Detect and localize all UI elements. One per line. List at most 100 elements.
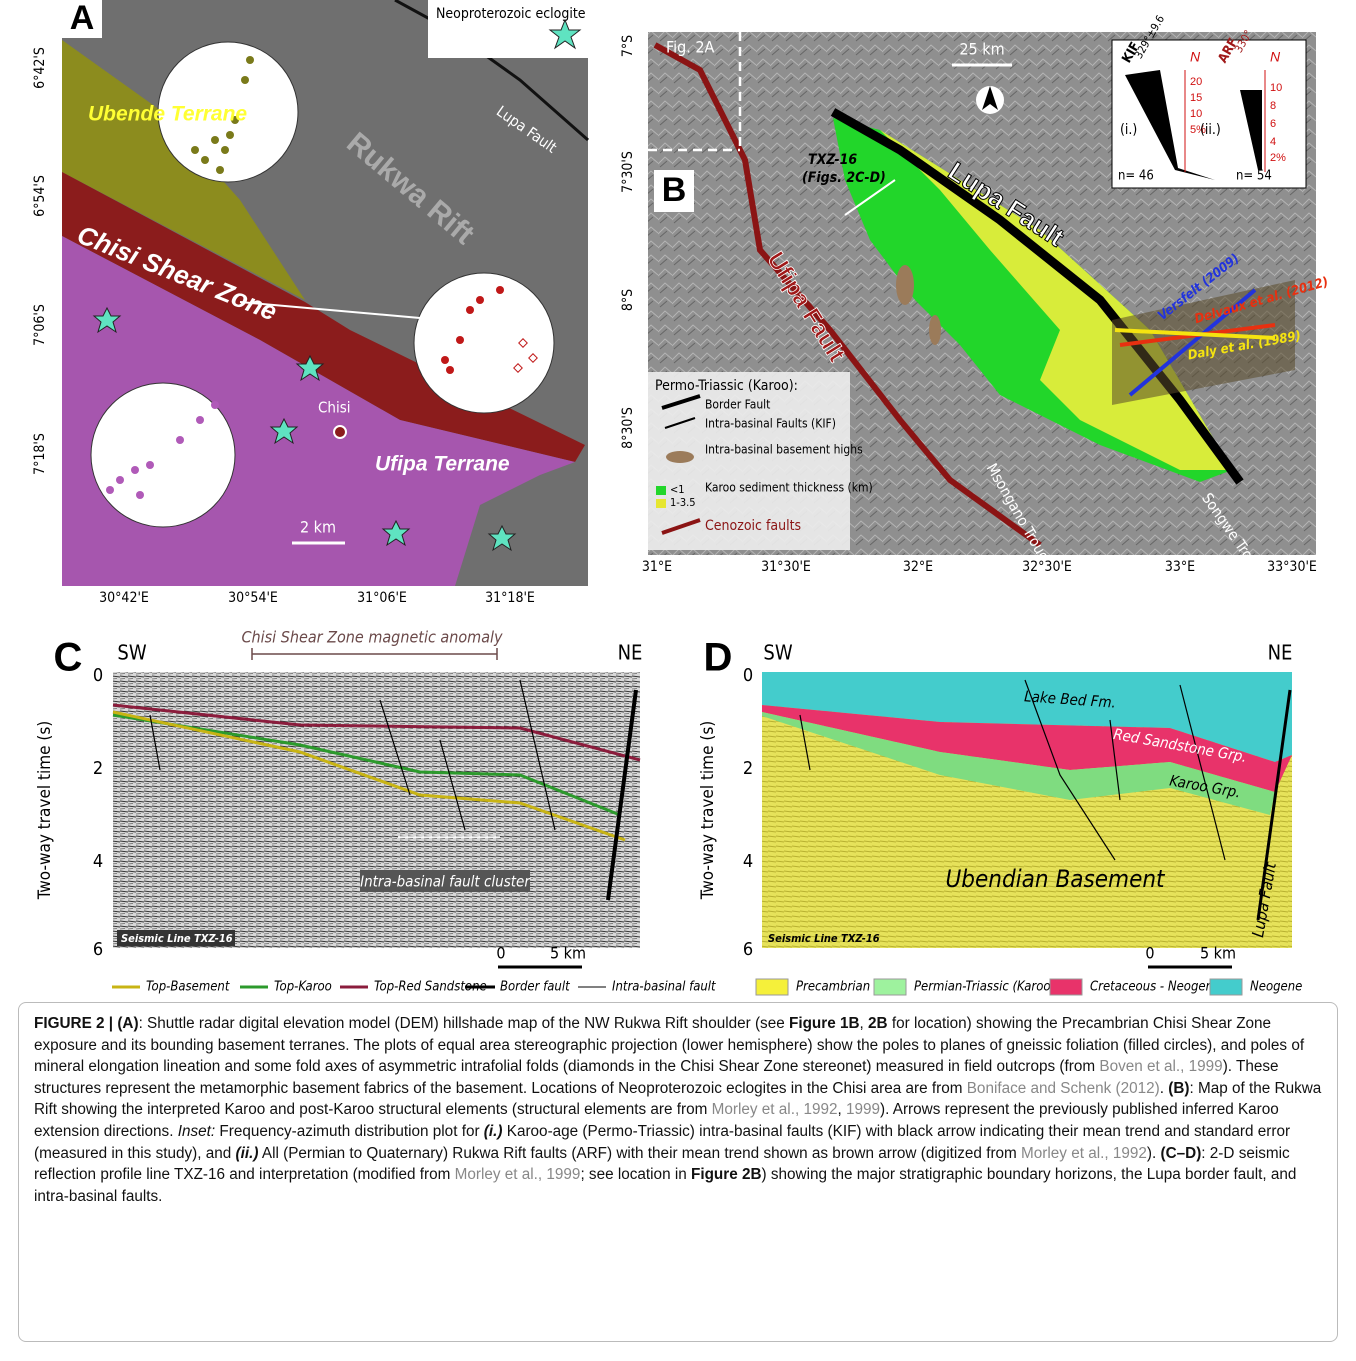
caption-ref: Figure 2B [691,1166,762,1183]
y-tick-label: 0 [93,665,103,686]
rose-scale: 2% [1270,152,1286,164]
legend-item: Karoo sediment thickness (km) [705,481,873,495]
citation-link[interactable]: 1999 [846,1101,880,1118]
town-label: Chisi [318,399,351,417]
caption-bold: (ii.) [236,1145,259,1162]
rose-scale: 10 [1270,82,1282,94]
y-tick-label: 4 [743,851,753,872]
legend-item: Top-Basement [146,980,230,995]
legend-item: Top-Karoo [274,980,332,995]
lon-label: 30°54'E [228,590,278,606]
caption-bold: (B) [1168,1080,1189,1097]
citation-link[interactable]: Boven et al., 1999 [1099,1058,1222,1075]
panel-a: A Neoproterozoic eclogite Ubende Terrane… [32,0,588,606]
legend-item: Precambrian [796,980,870,995]
legend-item: Cenozoic faults [705,518,801,534]
y-tick-label: 2 [743,758,753,779]
caption-text: , [860,1015,869,1032]
profile-label: TXZ-16 [808,152,857,168]
lon-label: 33°E [1165,559,1195,575]
caption-text: Frequency-azimuth distribution plot for [215,1123,484,1140]
cluster-label: Intra-basinal fault cluster [360,873,531,891]
terrane-label: Ufipa Terrane [375,453,510,476]
legend-text: Neoproterozoic eclogite [436,6,586,22]
direction-label: NE [618,641,643,665]
legend-item: 1-3.5 [670,496,696,509]
legend-symbol [1050,979,1082,995]
lon-label: 33°30'E [1267,559,1317,575]
panel-label: B [662,171,687,209]
legend-item: Permian-Triassic (Karoo) [914,980,1055,995]
town-marker [334,426,346,438]
line-label: Seismic Line TXZ-16 [121,932,233,945]
caption-text: , [837,1101,846,1118]
caption-text: . [1160,1080,1169,1097]
lon-label: 32°E [903,559,933,575]
rose-n: n= 54 [1236,169,1272,184]
basement-high [929,315,941,345]
rose-scale: 10 [1190,108,1202,120]
legend-item: Neogene [1250,980,1302,995]
citation-link[interactable]: Morley et al., 1992 [712,1101,838,1118]
lon-label: 31°06'E [357,590,407,606]
y-tick-label: 0 [743,665,753,686]
legend-item: Intra-basinal basement highs [705,443,863,457]
rose-scale: 8 [1270,100,1276,112]
stereonet [414,273,554,413]
y-tick-label: 4 [93,851,103,872]
direction-label: SW [117,641,146,665]
scale-label: 5 km [1200,944,1236,963]
caption-ref: 2B [868,1015,888,1032]
caption-bold: (i.) [484,1123,503,1140]
legend-item: Intra-basinal Faults (KIF) [705,417,836,431]
legend-c: Top-Basement Top-Karoo Top-Red Sandstone… [112,980,716,995]
caption: FIGURE 2 | (A): Shuttle radar digital el… [18,1002,1338,1342]
caption-ref: Figure 1B [789,1015,860,1032]
scale-label: 0 [1145,944,1154,963]
lat-label: 6°54'S [32,175,48,217]
legend-item: Border Fault [705,398,770,412]
caption-bold: (C–D) [1161,1145,1202,1162]
panel-c: C SW NE Chisi Shear Zone magnetic anomal… [35,628,642,968]
legend-symbol [1210,979,1242,995]
direction-label: NE [1268,641,1293,665]
lat-label: 8°S [620,289,636,311]
north-label: N [1270,49,1281,65]
caption-italic: Inset: [178,1123,215,1140]
caption-text: All (Permian to Quaternary) Rukwa Rift f… [258,1145,1021,1162]
lat-label: 7°S [620,35,636,57]
rose-scale: 6 [1270,118,1276,130]
terrane-label: Ubende Terrane [88,103,247,126]
y-tick-label: 6 [743,939,753,960]
basement-high [896,265,914,305]
y-tick-label: 2 [93,758,103,779]
lat-label: 7°18'S [32,433,48,475]
legend-d: Precambrian Permian-Triassic (Karoo) Cre… [756,979,1302,995]
legend-symbol [656,499,666,508]
anomaly-bracket [252,648,497,660]
legend-item: <1 [670,483,685,496]
north-label: N [1190,49,1201,65]
lon-label: 32°30'E [1022,559,1072,575]
scale-label: 0 [496,944,505,963]
panel-label: C [54,636,83,680]
caption-bold: FIGURE 2 | (A) [34,1015,139,1032]
y-axis-label: Two-way travel time (s) [698,721,718,901]
legend-symbol [874,979,906,995]
citation-link[interactable]: Morley et al., 1992 [1021,1145,1147,1162]
rose-scale: 4 [1270,136,1276,148]
y-tick-label: 6 [93,939,103,960]
panel-d: D SW NE Lake Bed Fm. Red Sandstone Grp. … [698,636,1292,967]
y-axis-label: Two-way travel time (s) [35,721,55,901]
fig-ref: Fig. 2A [666,38,715,57]
legend-title: Permo-Triassic (Karoo): [655,378,798,394]
profile-ref: (Figs. 2C-D) [802,170,886,186]
scale-label: 5 km [550,944,586,963]
lat-label: 7°06'S [32,304,48,346]
citation-link[interactable]: Boniface and Schenk (2012) [967,1080,1160,1097]
caption-text: ; see location in [580,1166,691,1183]
citation-link[interactable]: Morley et al., 1999 [455,1166,581,1183]
legend-symbol [756,979,788,995]
caption-text: : Shuttle radar digital elevation model … [139,1015,789,1032]
scale-label: 25 km [959,40,1004,59]
